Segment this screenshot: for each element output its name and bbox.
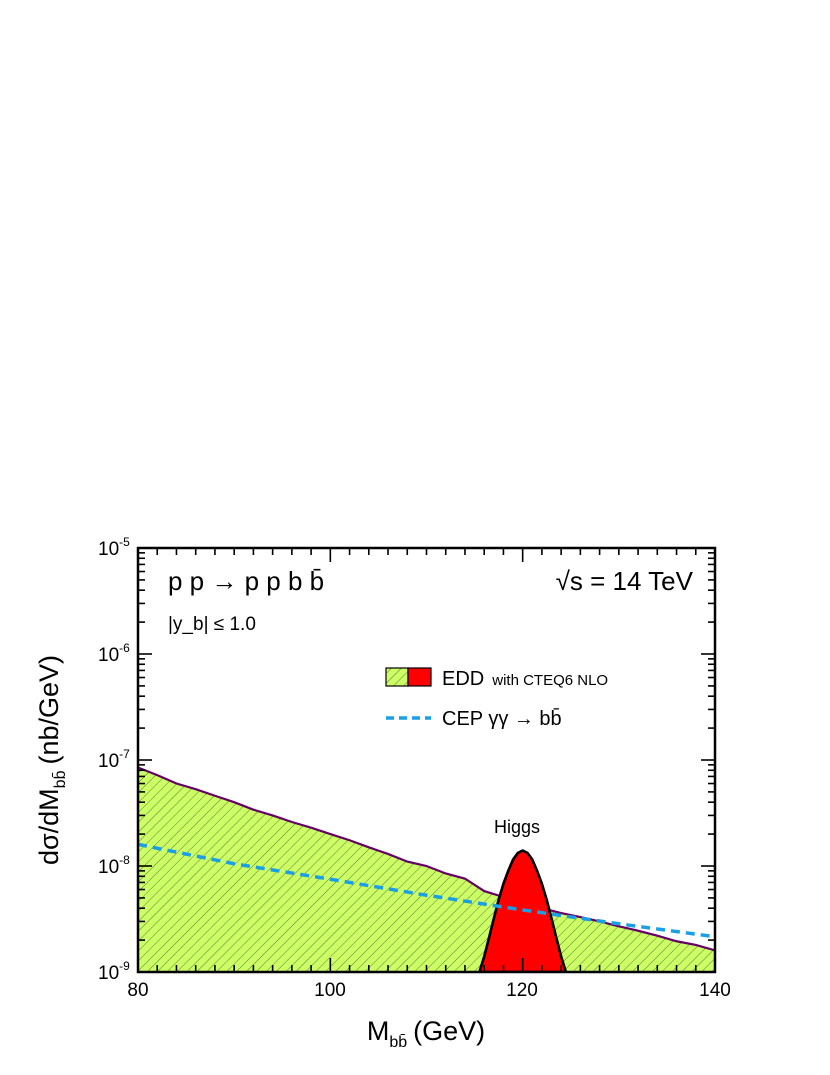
y-tick-label: 10-9 [98,959,130,984]
y-axis-title: dσ/dMbb̄(nb/GeV) [34,655,69,865]
y-tick-label: 10-8 [98,853,130,878]
y-tick-labels: 10-9 10-8 10-7 10-6 10-5 [98,535,130,984]
y-tick-label: 10-6 [98,641,130,666]
series-layer [138,766,715,972]
tick-layer [137,547,716,973]
x-tick-labels: 80 100 120 140 [127,980,730,1001]
legend-label-edd: EDD with CTEQ6 NLO [442,668,608,690]
y-tick-label: 10-5 [98,535,130,560]
x-tick-label: 120 [506,980,538,1001]
x-axis-title: Mbb̄ (GeV) [367,1016,485,1051]
edd-area [138,767,715,972]
y-tick-label: 10-7 [98,747,130,772]
edd-upper-edge [138,766,715,952]
x-tick-label: 100 [314,980,346,1001]
higgs-peak-label: Higgs [494,817,540,837]
cep-line [138,842,715,939]
process-label: p p → p p b b̄ [168,566,324,596]
legend-swatch-edd-hatch [385,667,409,687]
energy-label: √s = 14 TeV [556,566,694,596]
legend: EDD with CTEQ6 NLO CEP γγ → bb̄ [385,667,608,730]
x-tick-label: 80 [127,980,148,1001]
cut-label: |y_b| ≤ 1.0 [168,614,256,635]
legend-label-cep: CEP γγ → bb̄ [442,707,562,730]
x-tick-label: 140 [699,980,731,1001]
legend-swatch-edd-higgs [407,667,432,687]
